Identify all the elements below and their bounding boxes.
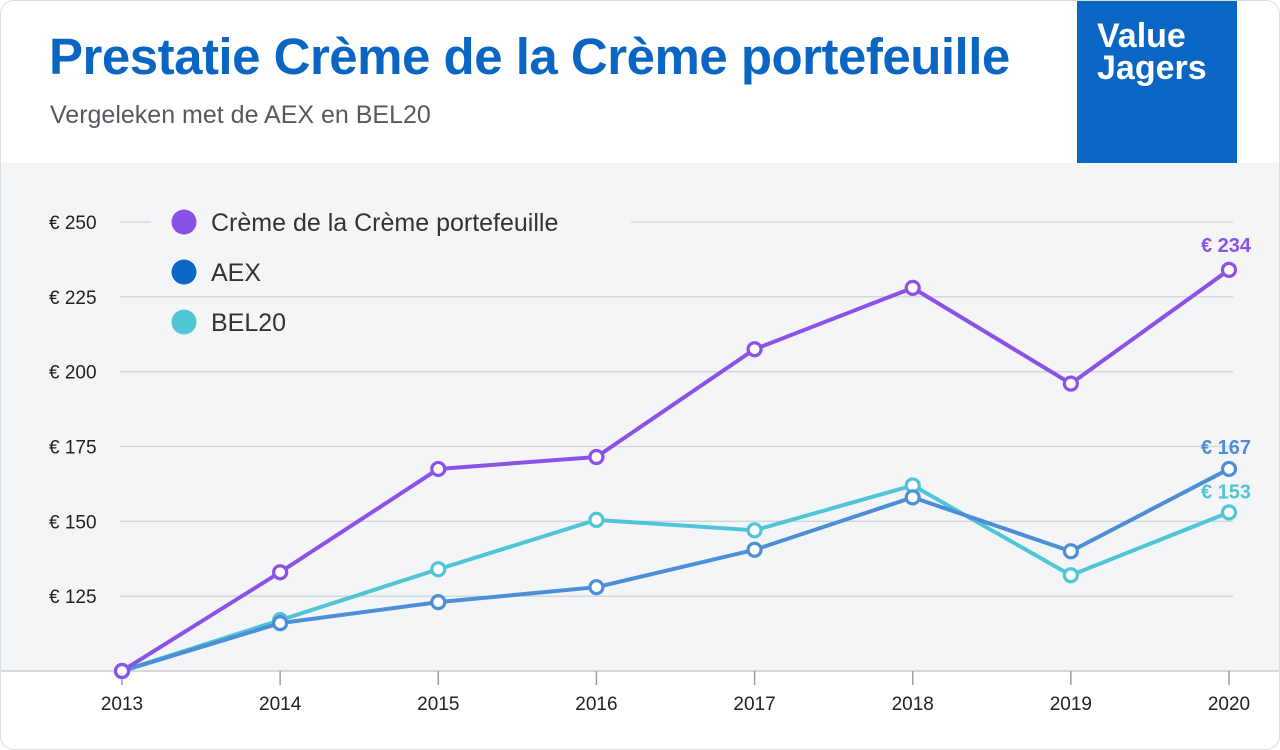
chart-header: Prestatie Crème de la Crème portefeuille… (1, 1, 1279, 163)
x-tick-label: 2016 (575, 694, 617, 715)
legend-marker (171, 259, 197, 285)
y-tick-label: € 200 (49, 363, 97, 384)
y-tick-label: € 250 (49, 213, 97, 234)
portfolio-point (588, 448, 605, 466)
x-tick-label: 2014 (259, 694, 302, 715)
y-tick-label: € 150 (49, 512, 97, 533)
bel20-point (1062, 567, 1079, 584)
aex-point (1220, 460, 1238, 478)
bel20-line (120, 483, 1231, 673)
x-tick-label: 2015 (417, 694, 459, 715)
aex-end-label: € 167 (1201, 437, 1251, 459)
plot-area (1, 163, 1279, 671)
portfolio-point (430, 460, 447, 478)
bel20-point (1220, 504, 1238, 521)
portfolio-point (904, 279, 921, 296)
legend-marker (171, 209, 197, 235)
x-tick-label: 2018 (892, 694, 934, 715)
aex-point (746, 541, 763, 558)
bel20-end-label: € 153 (1201, 481, 1251, 503)
legend-label: AEX (211, 259, 261, 287)
value-jagers-logo: Value Jagers (1077, 1, 1237, 163)
y-tick-label: € 225 (49, 288, 97, 309)
portfolio-point (1220, 261, 1238, 278)
legend-background (151, 200, 631, 244)
bel20-point (430, 561, 447, 578)
bel20-point (746, 522, 763, 539)
logo-text-line2: Jagers (1097, 49, 1207, 87)
x-tick-label: 2017 (733, 694, 775, 715)
aex-point (1062, 543, 1079, 560)
portfolio-end-label: € 234 (1201, 235, 1252, 257)
y-tick-label: € 175 (49, 438, 97, 459)
legend-label: Crème de la Crème portefeuille (211, 209, 558, 237)
portfolio-point (746, 341, 763, 358)
chart-title: Prestatie Crème de la Crème portefeuille (49, 28, 1010, 85)
aex-line (120, 466, 1231, 673)
portfolio-point (272, 564, 289, 581)
portfolio-point (113, 662, 131, 680)
aex-point (430, 594, 447, 611)
y-tick-label: € 125 (49, 587, 97, 608)
legend-marker (171, 309, 197, 335)
x-tick-label: 2020 (1208, 694, 1250, 715)
bel20-point (588, 511, 605, 528)
aex-point (272, 615, 289, 632)
legend-label: BEL20 (211, 309, 286, 337)
logo-text-line1: Value (1097, 17, 1186, 55)
x-tick-label: 2019 (1050, 694, 1092, 715)
portfolio-line (120, 267, 1231, 673)
aex-point (588, 579, 605, 596)
chart-subtitle: Vergeleken met de AEX en BEL20 (50, 101, 431, 129)
x-tick-label: 2013 (101, 694, 143, 715)
portfolio-point (1062, 375, 1079, 392)
aex-point (904, 489, 921, 506)
